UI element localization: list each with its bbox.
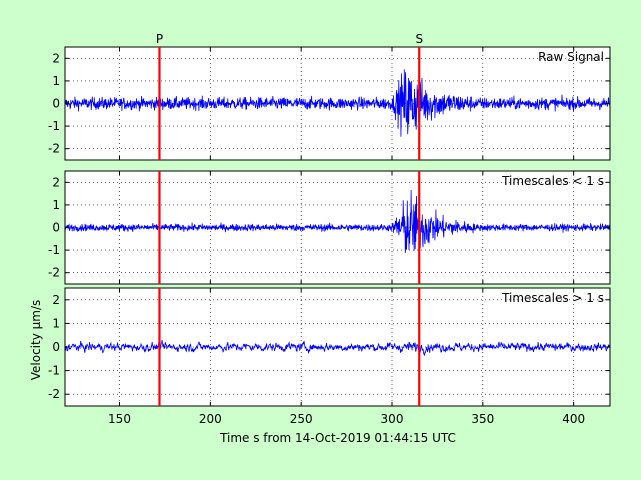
x-tick-label: 200 — [199, 412, 222, 426]
y-tick-label: 1 — [52, 316, 60, 330]
y-tick-label: 2 — [52, 175, 60, 189]
x-tick-label: 350 — [471, 412, 494, 426]
y-tick-label: 0 — [52, 340, 60, 354]
x-axis-label: Time s from 14-Oct-2019 01:44:15 UTC — [219, 431, 456, 445]
y-tick-label: -2 — [48, 387, 60, 401]
panel-label: Timescales < 1 s — [501, 174, 604, 188]
y-axis-label: Velocity μm/s — [29, 300, 43, 381]
y-tick-label: -2 — [48, 142, 60, 156]
y-tick-label: -1 — [48, 243, 60, 257]
y-tick-label: -2 — [48, 266, 60, 280]
x-tick-label: 150 — [108, 412, 131, 426]
y-tick-label: 0 — [52, 221, 60, 235]
y-tick-label: 0 — [52, 97, 60, 111]
panels-group: -2 -1 0 1 2 Raw Signal -2 -1 0 1 2 Timescales < 1 s… — [48, 46, 611, 407]
signal-trace — [64, 339, 611, 356]
y-tick-label: -1 — [48, 119, 60, 133]
y-tick-label: 1 — [52, 198, 60, 212]
panel-label: Raw Signal — [538, 50, 604, 64]
signal-trace — [64, 189, 611, 254]
y-tick-label: 1 — [52, 74, 60, 88]
phase-marker-label: S — [415, 32, 423, 46]
x-axis: 150 200 250 300 350 400 — [108, 412, 585, 426]
panel: -2 -1 0 1 2 Timescales > 1 s — [48, 287, 611, 407]
phase-marker-label: P — [156, 32, 163, 46]
y-tick-label: 2 — [52, 293, 60, 307]
panel-label: Timescales > 1 s — [501, 291, 604, 305]
y-tick-label: -1 — [48, 364, 60, 378]
signal-trace — [64, 69, 611, 137]
x-tick-label: 400 — [562, 412, 585, 426]
x-tick-label: 250 — [290, 412, 313, 426]
y-tick-label: 2 — [52, 51, 60, 65]
panel: -2 -1 0 1 2 Timescales < 1 s — [48, 170, 611, 285]
x-tick-label: 300 — [381, 412, 404, 426]
panel: -2 -1 0 1 2 Raw Signal — [48, 46, 611, 161]
